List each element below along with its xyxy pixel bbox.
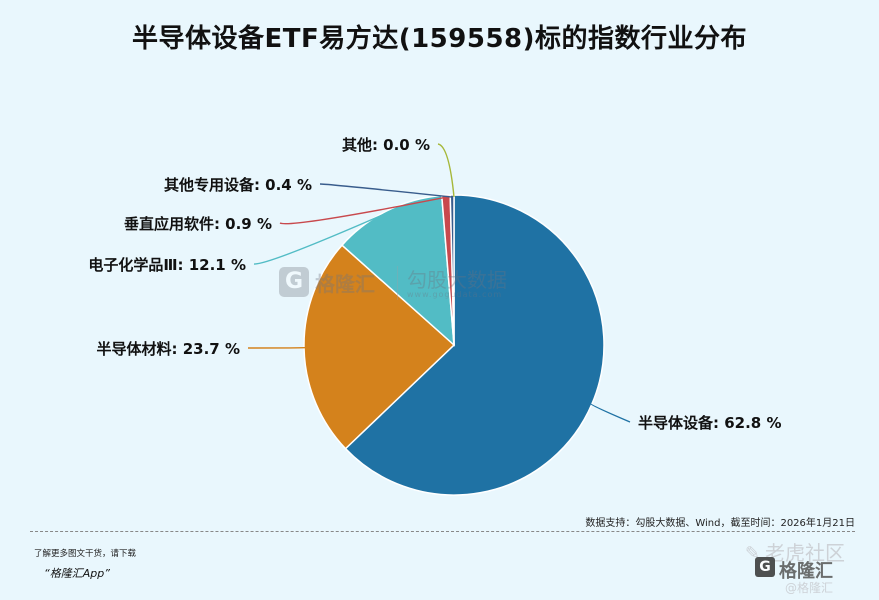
slice-label-垂直应用软件: 垂直应用软件: 0.9 % — [124, 215, 272, 233]
footer-app-name: “格隆汇App” — [44, 567, 110, 580]
leader-line-半导体设备 — [589, 402, 631, 423]
slice-label-电子化学品-: 电子化学品Ⅲ: 12.1 % — [88, 256, 246, 274]
corner-g-logo-icon: G — [755, 557, 775, 577]
leader-line-其他 — [437, 143, 455, 198]
source-note: 数据支持：勾股大数据、Wind，截至时间：2026年1月21日 — [585, 518, 855, 529]
footer-divider — [30, 531, 855, 532]
slice-label-其他: 其他: 0.0 % — [342, 136, 430, 154]
g-logo-icon: G — [279, 267, 309, 297]
watermark-sub-url: www.gogudata.com — [407, 290, 503, 299]
gelonghui-watermark: G 格隆汇 勾股大数据 www.gogudata.com — [279, 264, 529, 304]
corner-brand: 格隆汇 — [779, 561, 833, 582]
pie-slice-电子化学品- — [340, 194, 455, 347]
footer-promo: 了解更多图文干货，请下载 — [34, 549, 137, 559]
slice-label-半导体设备: 半导体设备: 62.8 % — [638, 414, 781, 432]
corner-watermark-top: 老虎社区 — [765, 541, 845, 565]
leader-line-其他专用设备 — [319, 183, 453, 198]
leader-line-垂直应用软件 — [279, 196, 447, 225]
pie-slice-半导体设备 — [344, 194, 605, 496]
watermark-divider — [397, 266, 398, 300]
slice-label-半导体材料: 半导体材料: 23.7 % — [97, 340, 240, 358]
chart-title: 半导体设备ETF易方达(159558)标的指数行业分布 — [131, 24, 748, 54]
corner-handle: @格隆汇 — [785, 581, 834, 595]
corner-watermark: ✎ 老虎社区 G 格隆汇 @格隆汇 — [745, 535, 875, 597]
watermark-brand: 格隆汇 — [315, 272, 375, 296]
slice-label-其他专用设备: 其他专用设备: 0.4 % — [164, 176, 312, 194]
leader-line-电子化学品- — [253, 211, 389, 265]
watermark-sub: 勾股大数据 — [407, 268, 507, 292]
